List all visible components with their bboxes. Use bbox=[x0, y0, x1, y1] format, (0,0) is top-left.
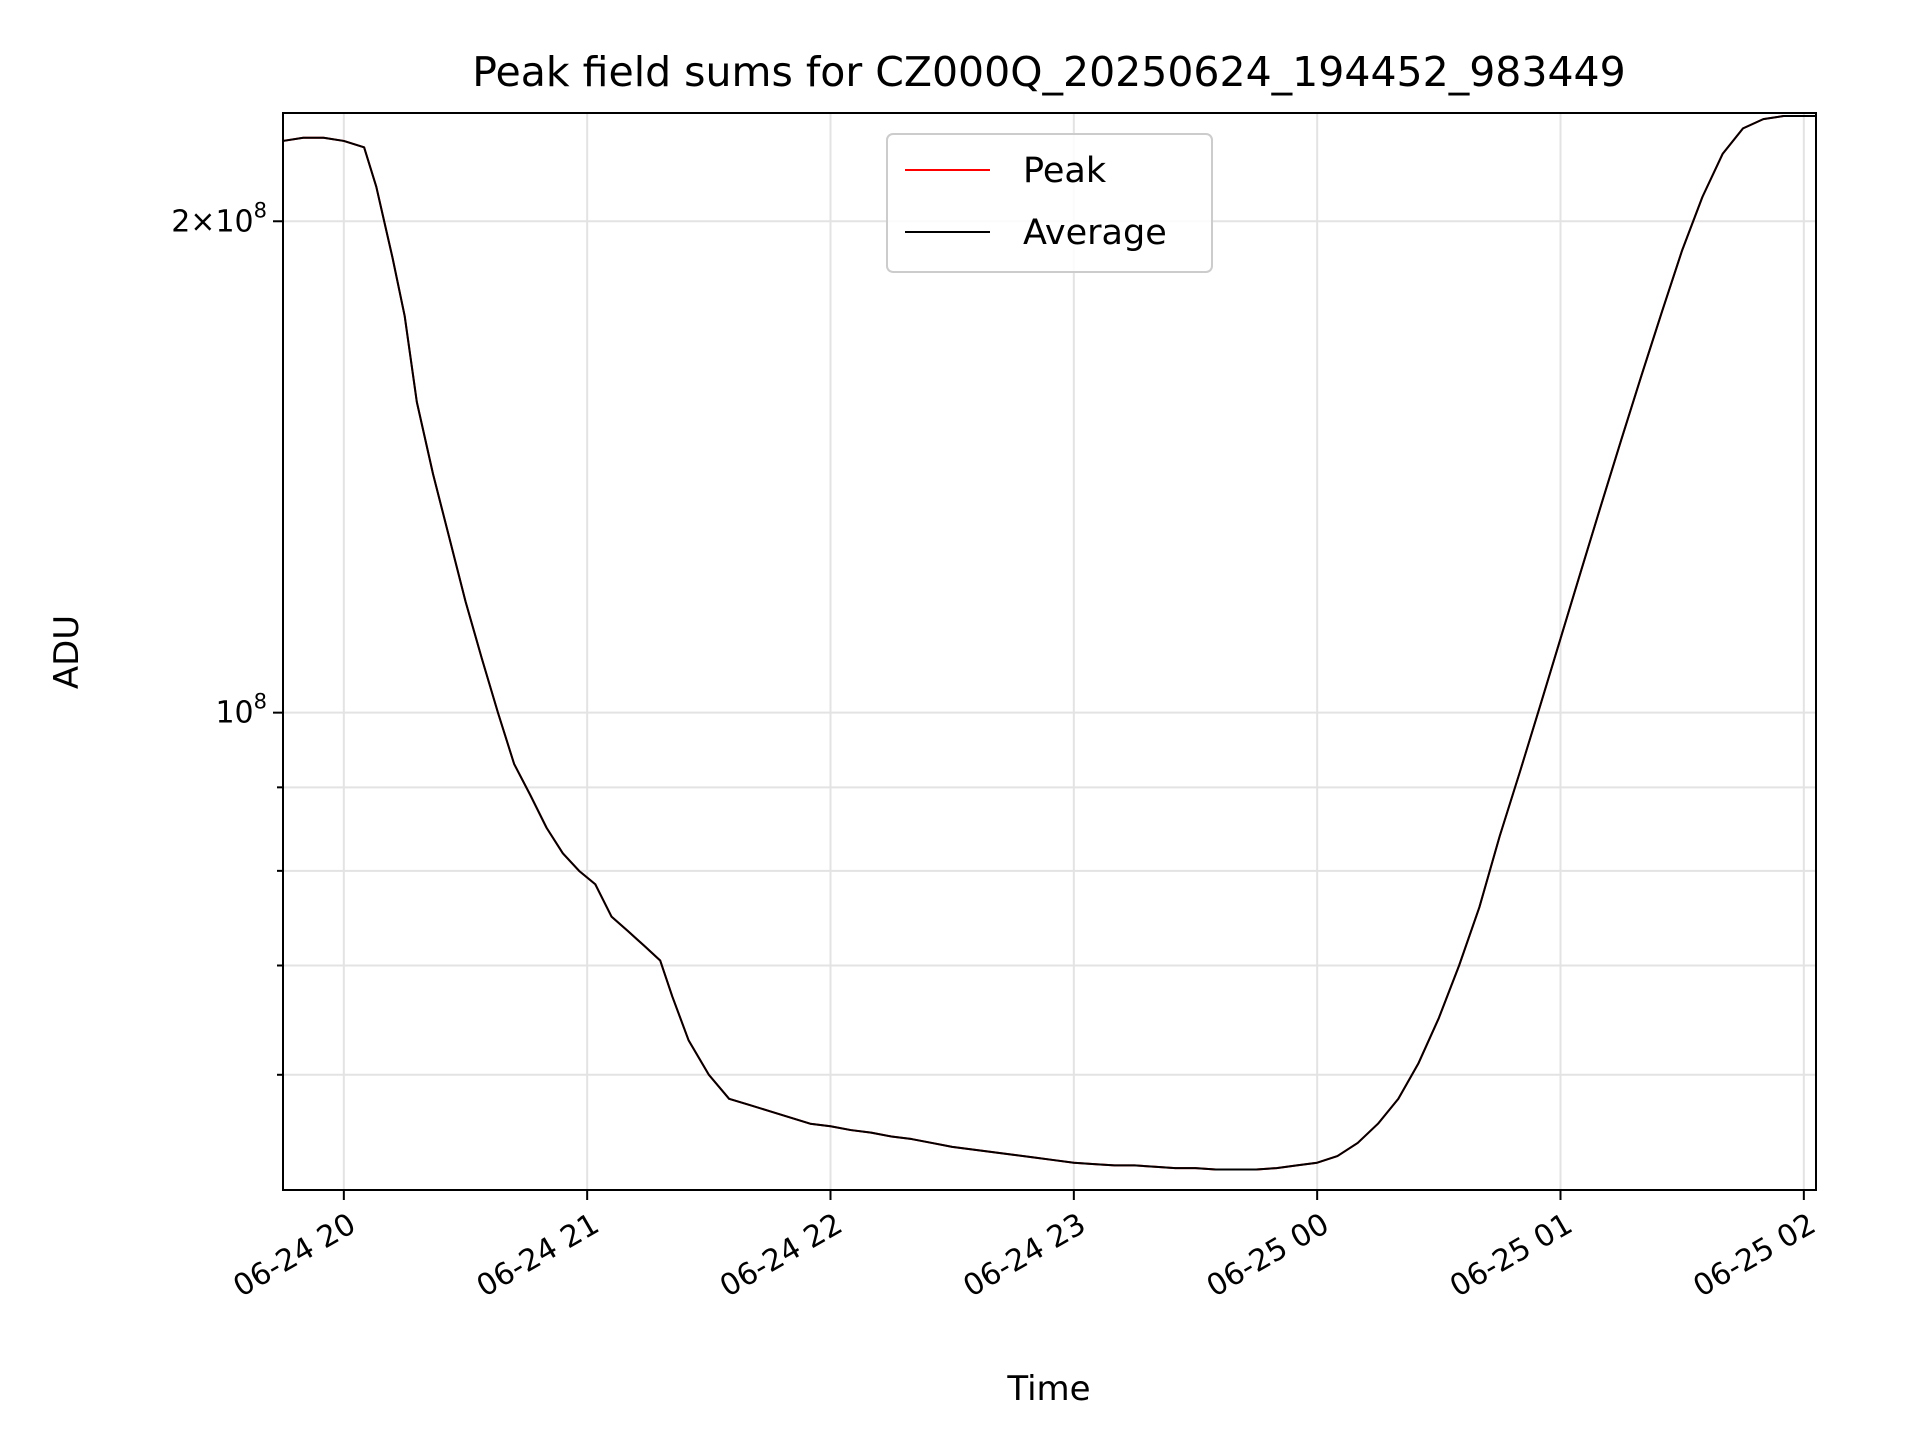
x-axis-label: Time bbox=[1006, 1369, 1090, 1409]
legend-label-average: Average bbox=[1023, 213, 1167, 253]
grid bbox=[283, 113, 1816, 1190]
legend-box bbox=[886, 133, 1213, 273]
plot-frame bbox=[282, 112, 1817, 1191]
chart-title: Peak field sums for CZ000Q_20250624_1944… bbox=[472, 48, 1625, 96]
legend-label-peak: Peak bbox=[1023, 151, 1107, 191]
series-layer bbox=[282, 115, 1816, 1171]
y-tick-label: 108 bbox=[215, 690, 267, 731]
y-tick-label: 2×108 bbox=[171, 198, 267, 239]
legend: Peak Average bbox=[886, 133, 1213, 273]
series-line-average bbox=[282, 115, 1816, 1171]
y-axis-label: ADU bbox=[47, 615, 87, 689]
